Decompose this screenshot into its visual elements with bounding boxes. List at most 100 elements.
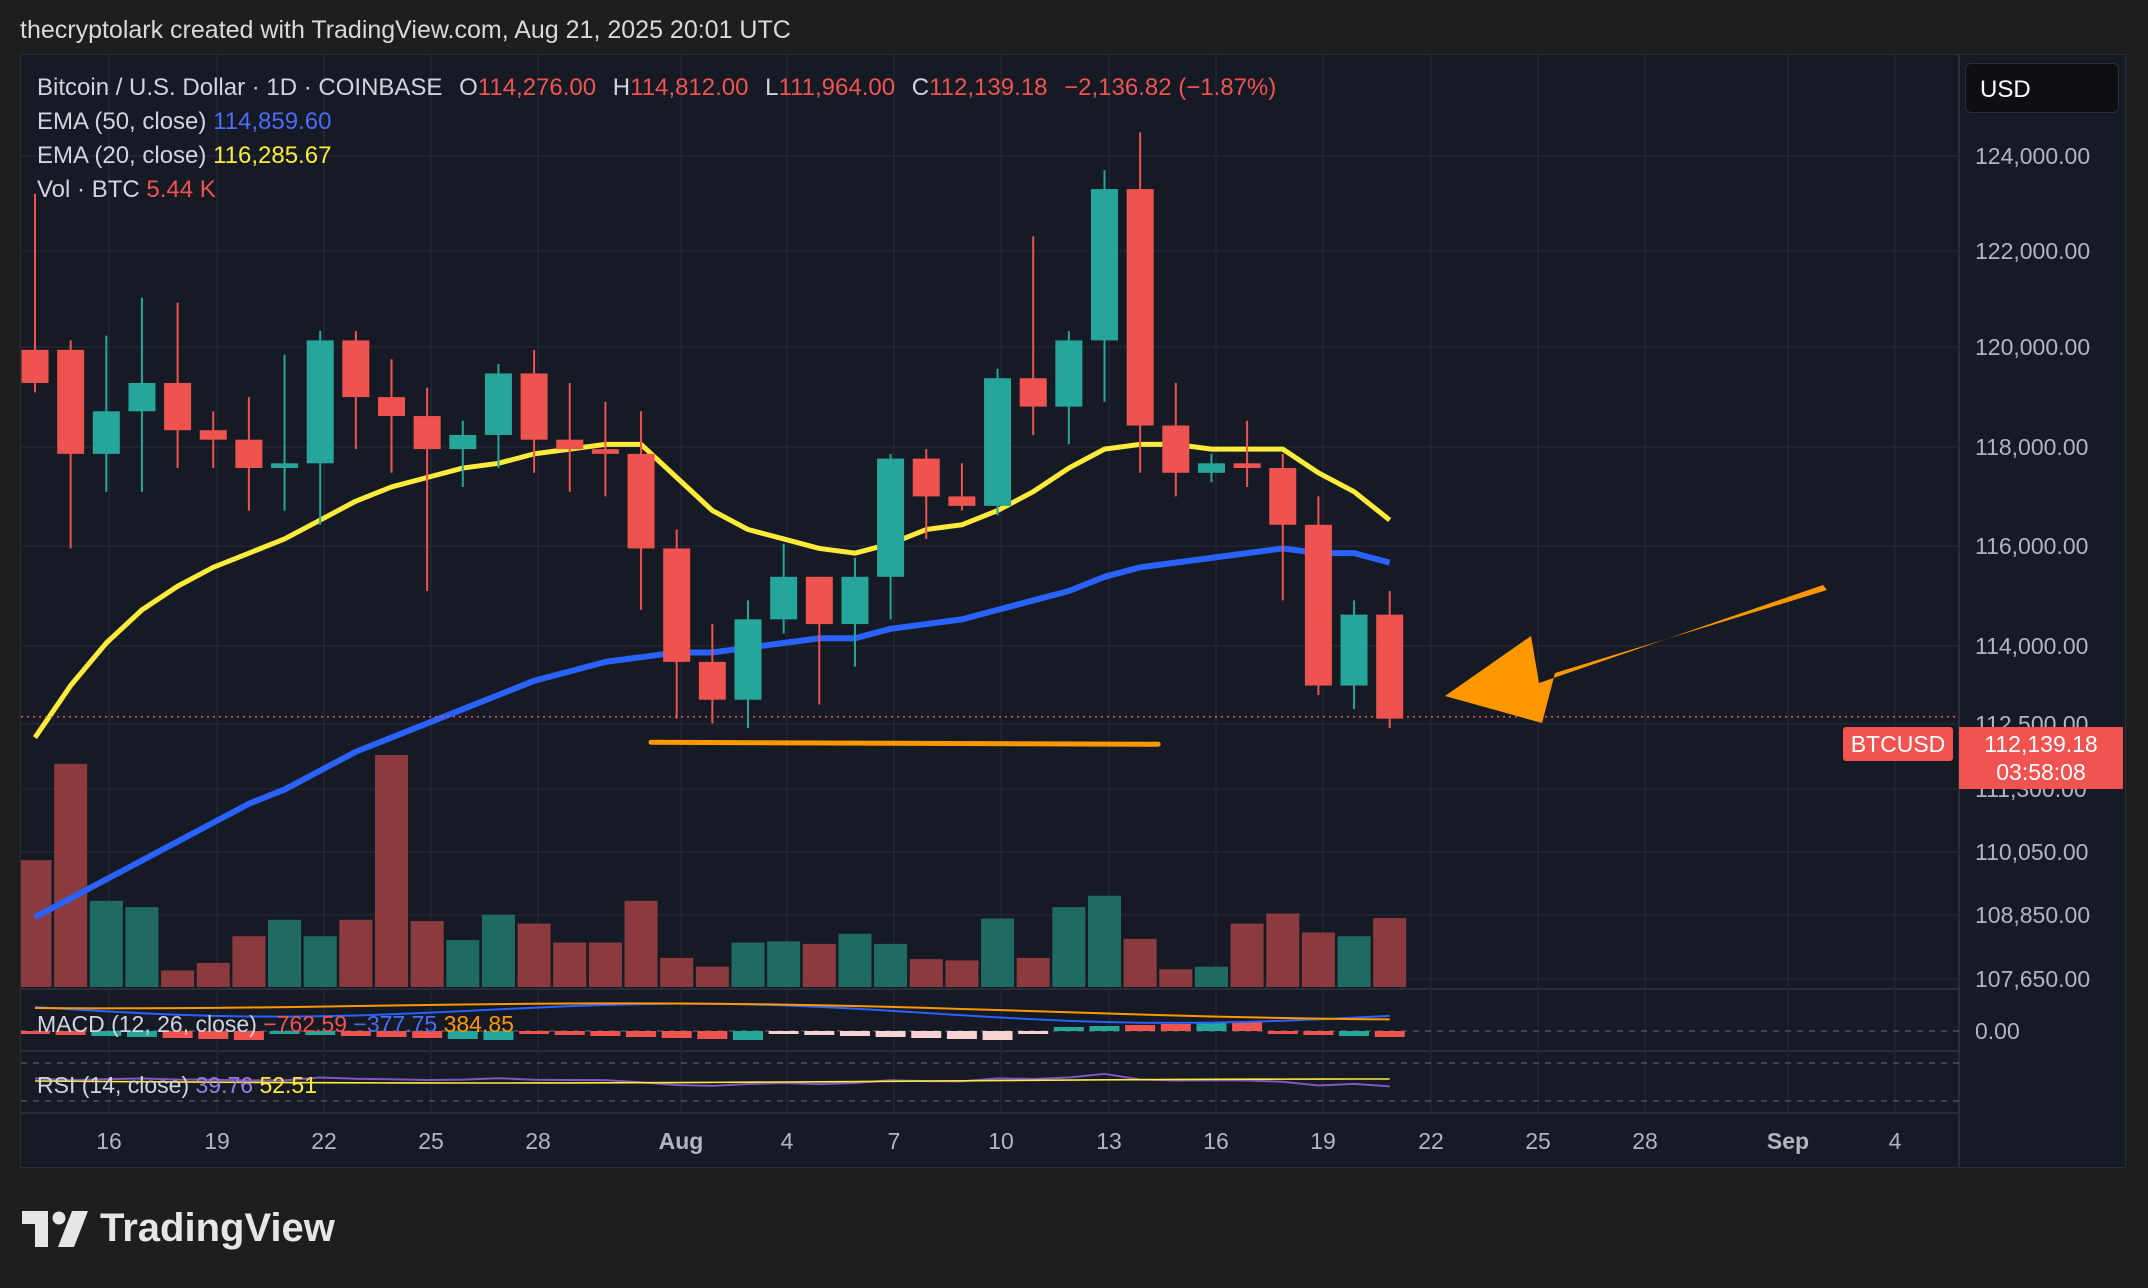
close-value: 112,139.18 xyxy=(929,74,1048,101)
volume-bar xyxy=(660,957,694,987)
candle-body-down xyxy=(948,496,976,506)
open-value: 114,276.00 xyxy=(477,74,597,101)
volume-bar xyxy=(303,936,337,987)
y-tick-label: 116,000.00 xyxy=(1975,533,2088,559)
open-key: O xyxy=(459,74,478,101)
ohlc-legend-row: Bitcoin / U.S. Dollar · 1D · COINBASE O1… xyxy=(37,71,1276,105)
tradingview-logo[interactable]: TradingView xyxy=(22,1206,335,1251)
candle-body-down xyxy=(520,373,548,440)
volume-bar xyxy=(1337,936,1371,987)
macd-histogram-bar xyxy=(661,1031,692,1038)
x-tick-label: 7 xyxy=(888,1128,901,1154)
rsi-label: RSI (14, close) xyxy=(37,1072,190,1098)
high-value: 114,812.00 xyxy=(630,74,749,101)
x-tick-label: 28 xyxy=(1632,1128,1658,1154)
tradingview-logo-icon xyxy=(22,1210,88,1247)
volume-bar xyxy=(1016,957,1050,987)
candle-body-up xyxy=(92,411,120,454)
candle-body-up xyxy=(128,382,156,412)
candle-body-down xyxy=(591,449,619,454)
y-tick-label: 120,000.00 xyxy=(1975,334,2090,360)
candle-body-up xyxy=(734,619,762,700)
candle-body-down xyxy=(1376,614,1404,719)
y-tick-label: 118,000.00 xyxy=(1975,434,2088,460)
ema50-legend-row[interactable]: EMA (50, close) 114,859.60 xyxy=(37,105,1276,139)
macd-signal-value: −377.75 xyxy=(353,1011,438,1037)
rsi-legend[interactable]: RSI (14, close) 39.76 52.51 xyxy=(37,1072,317,1099)
candle-body-down xyxy=(21,349,49,383)
macd-histogram-bar xyxy=(697,1031,728,1039)
macd-histogram-bar xyxy=(233,1031,264,1040)
macd-histogram-bar xyxy=(126,1031,157,1037)
macd-histogram-bar xyxy=(1160,1024,1191,1031)
volume-bar xyxy=(981,918,1015,987)
candle-body-down xyxy=(663,548,691,662)
volume-bar xyxy=(196,962,230,987)
candle-body-up xyxy=(449,434,477,450)
arrow-annotation xyxy=(1445,585,1827,723)
volume-legend-row[interactable]: Vol · BTC 5.44 K xyxy=(37,173,1276,207)
macd-histogram-bar xyxy=(447,1031,478,1039)
volume-bar xyxy=(767,941,801,987)
macd-histogram-bar xyxy=(91,1031,122,1036)
volume-bar xyxy=(553,942,587,987)
macd-histogram-bar xyxy=(1303,1031,1334,1035)
symbol-title[interactable]: Bitcoin / U.S. Dollar · 1D · COINBASE xyxy=(37,74,443,101)
candle-body-down xyxy=(378,397,405,417)
ema20-value: 116,285.67 xyxy=(213,142,332,169)
candle-body-up xyxy=(877,458,905,577)
volume-bar xyxy=(1052,907,1086,987)
x-tick-label: 25 xyxy=(418,1128,444,1154)
high-key: H xyxy=(612,74,631,101)
macd-axis-label: 0.00 xyxy=(1975,1018,2020,1044)
macd-histogram-bar xyxy=(55,1031,86,1035)
ema50-label: EMA (50, close) xyxy=(37,108,207,135)
bar-countdown: 03:58:08 xyxy=(1996,759,2086,785)
candle-body-up xyxy=(306,340,334,464)
x-tick-label: 25 xyxy=(1525,1128,1551,1154)
macd-histogram-bar xyxy=(412,1031,443,1038)
macd-histogram-bar xyxy=(590,1031,621,1036)
volume-bar xyxy=(410,921,444,987)
volume-bar xyxy=(1266,913,1300,987)
volume-bar xyxy=(1088,895,1121,987)
volume-bar xyxy=(446,940,480,987)
candle-body-up xyxy=(1055,340,1083,407)
candle-body-down xyxy=(698,661,726,700)
macd-histogram-bar xyxy=(982,1031,1013,1040)
x-tick-label: 19 xyxy=(204,1128,230,1154)
volume-bar xyxy=(517,923,551,987)
ema20-legend-row[interactable]: EMA (20, close) 116,285.67 xyxy=(37,139,1276,173)
last-price-tag: 112,139.18 03:58:08 xyxy=(1959,727,2123,789)
candle-body-down xyxy=(627,453,655,549)
macd-histogram-bar xyxy=(911,1031,942,1038)
x-tick-label: 28 xyxy=(525,1128,551,1154)
macd-histogram-bar xyxy=(839,1031,870,1036)
volume-bar xyxy=(945,960,979,987)
volume-bar xyxy=(375,755,408,987)
macd-legend[interactable]: MACD (12, 26, close) −762.59 −377.75 384… xyxy=(37,1011,514,1038)
macd-histogram-bar xyxy=(1089,1026,1120,1031)
candle-body-down xyxy=(1019,378,1047,407)
macd-histogram-bar xyxy=(483,1031,514,1040)
candle-body-down xyxy=(1304,524,1332,686)
volume-bar xyxy=(125,907,159,987)
low-value: 111,964.00 xyxy=(778,74,896,101)
macd-hist-value: 384.85 xyxy=(443,1011,514,1037)
x-tick-label: 22 xyxy=(1418,1128,1444,1154)
x-tick-label: 10 xyxy=(988,1128,1014,1154)
candle-body-down xyxy=(342,340,370,398)
volume-bar xyxy=(232,936,266,987)
candle-body-up xyxy=(841,576,869,625)
last-price-value: 112,139.18 xyxy=(1984,731,2098,757)
volume-value: 5.44 K xyxy=(146,176,216,203)
volume-bar xyxy=(1301,932,1335,987)
volume-bar xyxy=(802,943,836,987)
candle-body-up xyxy=(770,576,798,620)
chart-attribution: thecryptolark created with TradingView.c… xyxy=(20,16,791,44)
price-chart-canvas[interactable]: 124,000.00 122,000.00 120,000.00 118,000.00… xyxy=(21,55,2127,1169)
x-tick-label: 4 xyxy=(1889,1128,1902,1154)
currency-button[interactable]: USD xyxy=(1965,63,2119,113)
chart-frame[interactable]: 124,000.00 122,000.00 120,000.00 118,000.00… xyxy=(20,54,2127,1169)
macd-histogram-bar xyxy=(1374,1031,1405,1037)
